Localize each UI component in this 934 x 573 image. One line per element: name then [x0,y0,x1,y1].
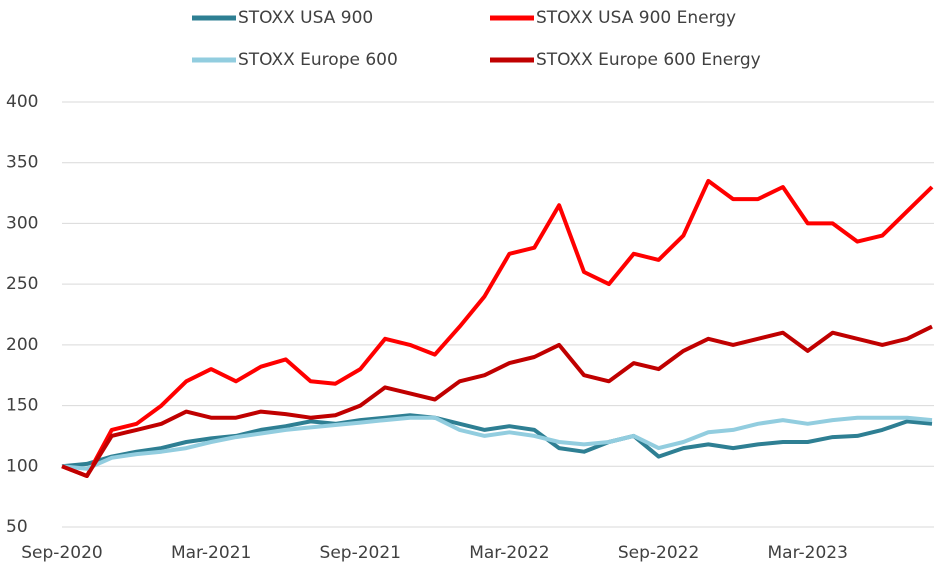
series-line [61,413,933,469]
y-tick-label: 400 [6,92,38,112]
legend-label: STOXX Europe 600 [238,50,398,70]
y-tick-label: 200 [6,335,38,355]
y-tick-label: 100 [6,456,38,476]
x-tick-label: Sep-2021 [320,543,401,563]
y-tick-label: 150 [6,396,38,416]
x-tick-label: Mar-2022 [469,543,549,563]
x-tick-label: Mar-2021 [171,543,251,563]
legend-label: STOXX USA 900 Energy [536,8,736,28]
x-tick-label: Sep-2022 [618,543,699,563]
legend-label: STOXX USA 900 [238,8,373,28]
legend-label: STOXX Europe 600 Energy [536,50,761,70]
series-line [61,415,933,471]
y-tick-label: 50 [6,517,28,537]
y-tick-label: 350 [6,153,38,173]
series-line [61,178,934,478]
x-tick-label: Mar-2023 [768,543,848,563]
y-tick-label: 250 [6,274,38,294]
x-tick-label: Sep-2020 [21,543,102,563]
y-tick-label: 300 [6,213,38,233]
series-line [61,324,933,478]
